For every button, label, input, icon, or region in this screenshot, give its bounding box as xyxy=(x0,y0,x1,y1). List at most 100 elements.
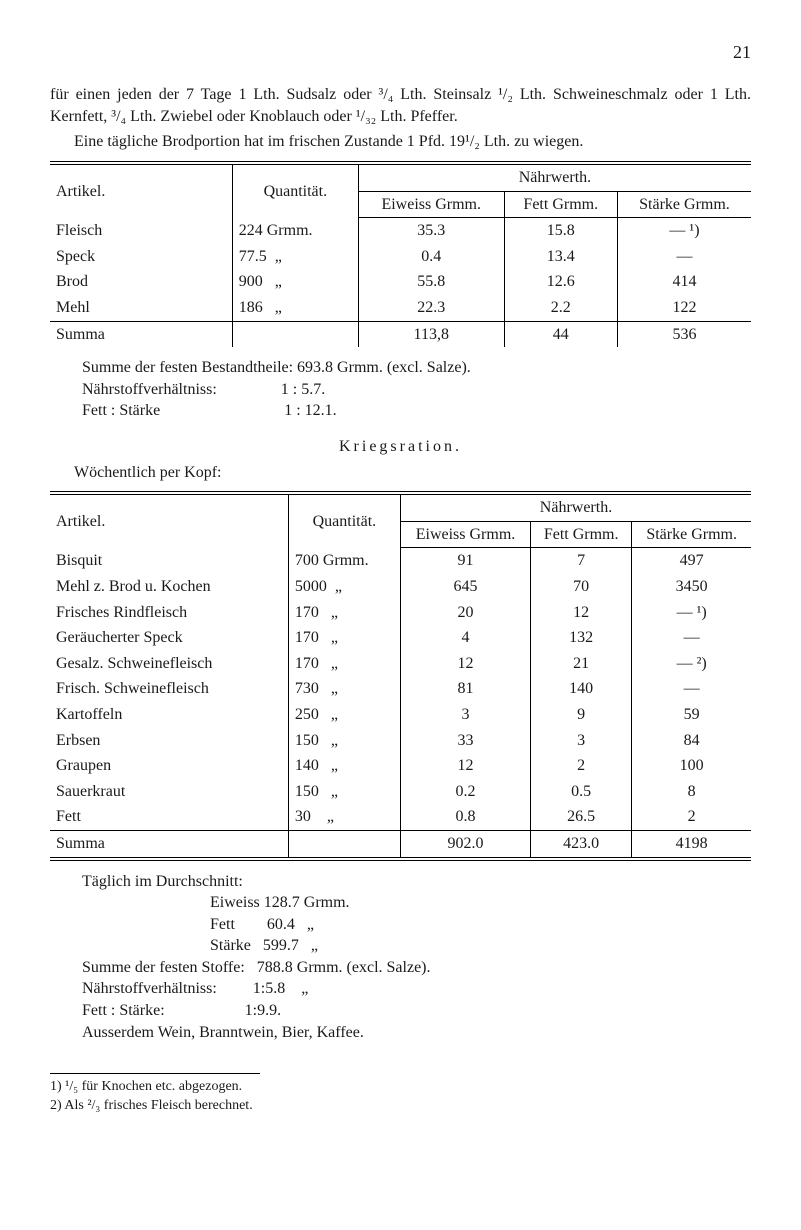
t2-hdr-artikel: Artikel. xyxy=(50,493,288,548)
table-cell: 224 Grmm. xyxy=(232,218,358,244)
table-cell: 33 xyxy=(400,728,530,754)
table-cell: — xyxy=(617,244,751,270)
table-cell: 2 xyxy=(531,753,632,779)
table-cell: 150 „ xyxy=(288,779,400,805)
table-cell: 20 xyxy=(400,600,530,626)
table-cell: 3 xyxy=(400,702,530,728)
table-cell: 70 xyxy=(531,574,632,600)
table-cell: Gesalz. Schweinefleisch xyxy=(50,651,288,677)
t1-hdr-artikel: Artikel. xyxy=(50,163,232,218)
table-row: Mehl186 „22.32.2122 xyxy=(50,295,751,321)
table-cell: Brod xyxy=(50,269,232,295)
page-number: 21 xyxy=(50,40,751,64)
table-row: Fett30 „0.826.52 xyxy=(50,804,751,830)
table-cell: 21 xyxy=(531,651,632,677)
t1-hdr-fett: Fett Grmm. xyxy=(504,191,617,218)
intro-p1: für einen jeden der 7 Tage 1 Lth. Sudsal… xyxy=(50,84,751,127)
table-cell: 13.4 xyxy=(504,244,617,270)
table-cell: 22.3 xyxy=(358,295,504,321)
table-cell: Sauerkraut xyxy=(50,779,288,805)
t1-hdr-nahr: Nährwerth. xyxy=(358,163,751,191)
table-cell: 91 xyxy=(400,548,530,574)
table-cell: Mehl xyxy=(50,295,232,321)
table-cell: Kartoffeln xyxy=(50,702,288,728)
post-table-2: Täglich im Durchschnitt: Eiweiss 128.7 G… xyxy=(50,871,751,1044)
table-cell: 8 xyxy=(632,779,751,805)
table-cell: — xyxy=(632,676,751,702)
table-row: Fleisch224 Grmm.35.315.8— ¹) xyxy=(50,218,751,244)
t2-hdr-eiweiss: Eiweiss Grmm. xyxy=(400,521,530,548)
table-cell: Geräucherter Speck xyxy=(50,625,288,651)
table-cell: 140 xyxy=(531,676,632,702)
table-cell: 900 „ xyxy=(232,269,358,295)
post2-l5: Summe der festen Stoffe: 788.8 Grmm. (ex… xyxy=(82,957,751,979)
table-cell: Bisquit xyxy=(50,548,288,574)
table-row: Sauerkraut150 „0.20.58 xyxy=(50,779,751,805)
table-row: Speck77.5 „0.413.4— xyxy=(50,244,751,270)
t2-hdr-nahr: Nährwerth. xyxy=(400,493,751,521)
table-cell: Fleisch xyxy=(50,218,232,244)
table-cell: Mehl z. Brod u. Kochen xyxy=(50,574,288,600)
table-cell: 150 „ xyxy=(288,728,400,754)
post1-l3: Fett : Stärke 1 : 12.1. xyxy=(82,400,751,422)
t2-summa-q xyxy=(288,830,400,858)
post-table-1: Summe der festen Bestandtheile: 693.8 Gr… xyxy=(50,357,751,422)
table-cell: 30 „ xyxy=(288,804,400,830)
table-row: Frisch. Schweinefleisch730 „81140— xyxy=(50,676,751,702)
post2-l7: Fett : Stärke: 1:9.9. xyxy=(82,1000,751,1022)
table-cell: Speck xyxy=(50,244,232,270)
t1-summa-s: 536 xyxy=(617,321,751,347)
table-cell: 15.8 xyxy=(504,218,617,244)
t2-summa-e: 902.0 xyxy=(400,830,530,858)
table-cell: 3 xyxy=(531,728,632,754)
table-cell: 170 „ xyxy=(288,600,400,626)
table-cell: 140 „ xyxy=(288,753,400,779)
table-cell: 26.5 xyxy=(531,804,632,830)
table-cell: Graupen xyxy=(50,753,288,779)
intro-p2: Eine tägliche Brodportion hat im frische… xyxy=(50,131,751,153)
table-cell: Erbsen xyxy=(50,728,288,754)
table-cell: 2.2 xyxy=(504,295,617,321)
table-2: Artikel. Quantität. Nährwerth. Eiweiss G… xyxy=(50,491,751,860)
footnote-1: 1) ¹/₅ für Knochen etc. abgezogen. xyxy=(50,1078,751,1097)
table-cell: — ¹) xyxy=(617,218,751,244)
table-cell: Fett xyxy=(50,804,288,830)
table-row: Bisquit700 Grmm.917497 xyxy=(50,548,751,574)
table-cell: 122 xyxy=(617,295,751,321)
t2-summa-s: 4198 xyxy=(632,830,751,858)
t1-summa-e: 113,8 xyxy=(358,321,504,347)
table-cell: 700 Grmm. xyxy=(288,548,400,574)
table-row: Gesalz. Schweinefleisch170 „1221— ²) xyxy=(50,651,751,677)
table-cell: 170 „ xyxy=(288,625,400,651)
table-row: Graupen140 „122100 xyxy=(50,753,751,779)
post1-l2: Nährstoffverhältniss: 1 : 5.7. xyxy=(82,379,751,401)
table-cell: 186 „ xyxy=(232,295,358,321)
table-cell: 55.8 xyxy=(358,269,504,295)
t2-summa-label: Summa xyxy=(50,830,288,858)
table-cell: 77.5 „ xyxy=(232,244,358,270)
table-cell: 84 xyxy=(632,728,751,754)
table-cell: 0.8 xyxy=(400,804,530,830)
t1-summa-label: Summa xyxy=(50,321,232,347)
t2-hdr-starke: Stärke Grmm. xyxy=(632,521,751,548)
table-cell: 100 xyxy=(632,753,751,779)
table-row: Brod900 „55.812.6414 xyxy=(50,269,751,295)
table-cell: — ²) xyxy=(632,651,751,677)
table-cell: 414 xyxy=(617,269,751,295)
table-cell: 12 xyxy=(400,753,530,779)
footnote-2: 2) Als ²/₃ frisches Fleisch berechnet. xyxy=(50,1097,751,1116)
post2-l4: Stärke 599.7 „ xyxy=(210,935,751,957)
table-cell: 4 xyxy=(400,625,530,651)
section2-sub: Wöchentlich per Kopf: xyxy=(50,462,751,484)
table-cell: 12 xyxy=(400,651,530,677)
table-cell: 497 xyxy=(632,548,751,574)
table-cell: 0.4 xyxy=(358,244,504,270)
table-cell: 0.2 xyxy=(400,779,530,805)
table-cell: 170 „ xyxy=(288,651,400,677)
post2-l3: Fett 60.4 „ xyxy=(210,914,751,936)
section-title-kriegsration: Kriegsration. xyxy=(50,436,751,458)
table-cell: 59 xyxy=(632,702,751,728)
table-cell: 132 xyxy=(531,625,632,651)
t1-hdr-quant: Quantität. xyxy=(232,163,358,218)
table-cell: 250 „ xyxy=(288,702,400,728)
